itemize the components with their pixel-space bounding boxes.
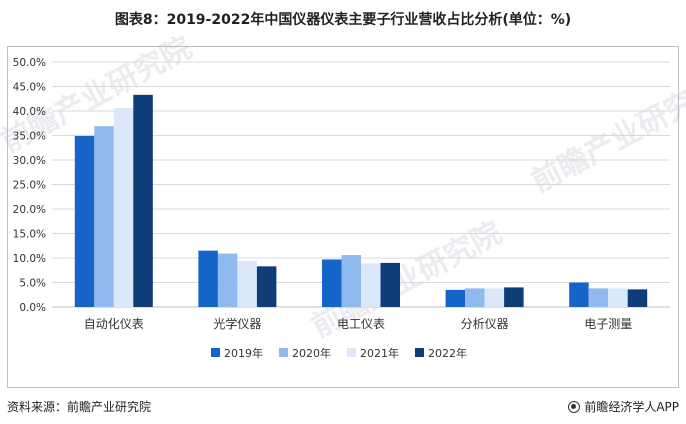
- x-tick-label: 电子测量: [584, 317, 632, 331]
- brand-credit: 前瞻经济学人APP: [568, 398, 679, 415]
- legend-label: 2020年: [292, 346, 331, 360]
- legend-swatch: [347, 348, 356, 357]
- bar: [237, 260, 257, 307]
- legend-label: 2021年: [360, 346, 399, 360]
- bar: [113, 108, 134, 307]
- bar: [569, 282, 589, 307]
- y-tick-label: 45.0%: [13, 82, 46, 94]
- bar: [133, 94, 153, 307]
- y-tick-label: 0.0%: [19, 302, 46, 314]
- legend-swatch: [279, 348, 288, 357]
- bar: [361, 263, 381, 307]
- legend-swatch: [415, 348, 424, 357]
- x-tick-label: 自动化仪表: [84, 317, 144, 331]
- y-tick-label: 5.0%: [19, 278, 46, 290]
- x-tick-label: 光学仪器: [213, 316, 261, 331]
- qianzhan-logo-icon: [568, 400, 581, 413]
- legend-swatch: [211, 348, 220, 357]
- bar: [380, 262, 400, 307]
- bar: [627, 289, 648, 307]
- bar: [198, 250, 218, 307]
- bar: [445, 289, 466, 307]
- bar: [217, 253, 238, 307]
- bar: [608, 288, 628, 307]
- legend-label: 2019年: [224, 346, 263, 360]
- y-tick-label: 30.0%: [13, 155, 46, 167]
- bar: [588, 288, 609, 307]
- bar: [484, 288, 505, 307]
- x-tick-label: 电工仪表: [337, 317, 385, 331]
- bar: [74, 135, 95, 307]
- y-tick-label: 20.0%: [13, 204, 46, 216]
- y-tick-label: 10.0%: [13, 253, 46, 265]
- y-tick-label: 50.0%: [13, 57, 46, 69]
- y-tick-label: 15.0%: [13, 229, 46, 241]
- chart-frame: [7, 46, 679, 388]
- brand-name: 前瞻经济学人APP: [584, 400, 679, 414]
- bar: [341, 255, 361, 307]
- y-tick-label: 35.0%: [13, 131, 46, 143]
- x-tick-label: 分析仪器: [461, 317, 509, 331]
- bar: [504, 287, 524, 307]
- source-note: 资料来源：前瞻产业研究院: [7, 400, 152, 414]
- y-tick-label: 40.0%: [13, 106, 46, 118]
- y-tick-label: 25.0%: [13, 180, 46, 192]
- bar: [465, 288, 485, 307]
- bar: [94, 126, 114, 307]
- chart-title: 图表8：2019-2022年中国仪器仪表主要子行业营收占比分析(单位：%): [114, 12, 572, 28]
- bar: [322, 259, 342, 307]
- bar: [256, 266, 277, 307]
- legend-label: 2022年: [428, 346, 467, 360]
